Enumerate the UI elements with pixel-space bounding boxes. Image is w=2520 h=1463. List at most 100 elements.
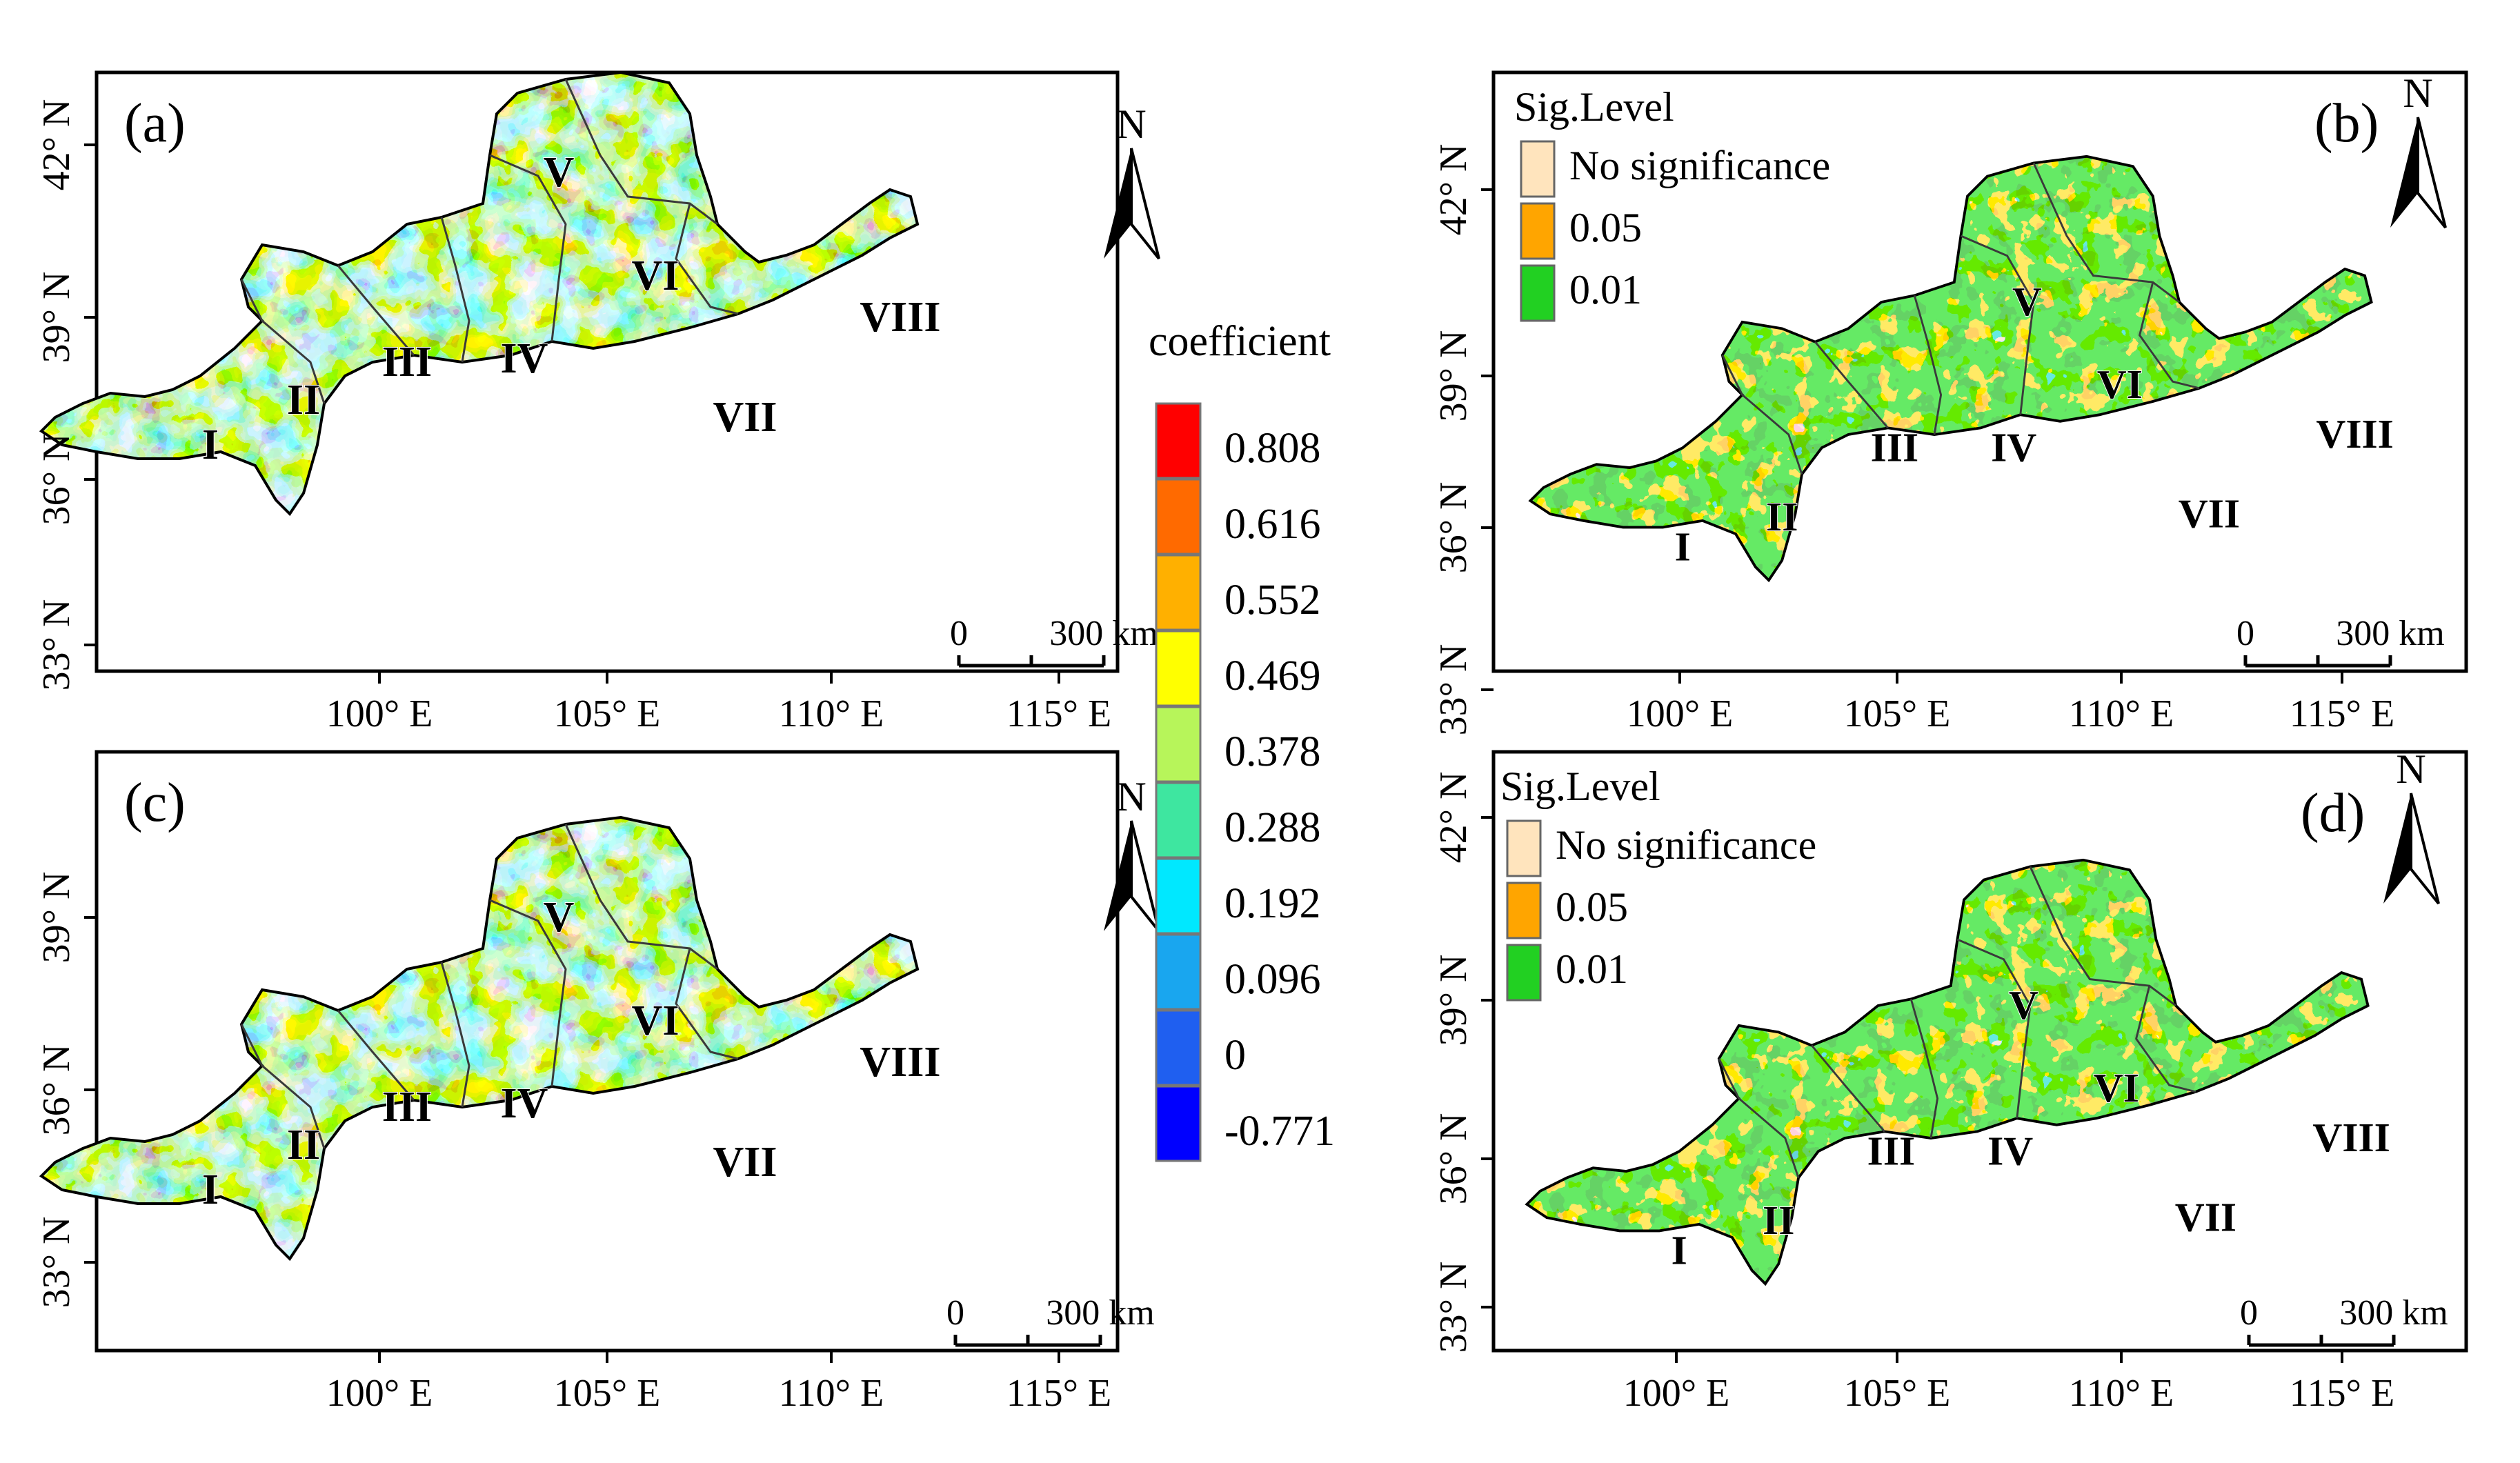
scale-bar	[2243, 655, 2392, 668]
subbasin-boundary	[675, 203, 739, 315]
subbasin-boundary	[489, 154, 567, 342]
sig-legend-swatch	[1520, 140, 1556, 198]
y-tick-label: 36° N	[1432, 1113, 1475, 1205]
region-label: VII	[2175, 1194, 2236, 1240]
subbasin-boundary	[2139, 281, 2200, 390]
y-tick-label: 39° N	[35, 272, 78, 364]
panel-label: (b)	[2314, 93, 2379, 154]
coef-legend-label: 0.096	[1224, 956, 1321, 1003]
x-tick-label: 100° E	[1627, 693, 1734, 735]
coef-legend-swatch	[1155, 1085, 1202, 1162]
subbasin-boundary	[1956, 938, 2032, 1119]
north-arrow-icon	[1104, 148, 1131, 259]
subbasin-boundary	[1721, 355, 1803, 475]
coef-legend-label: -0.771	[1224, 1108, 1335, 1155]
scale-zero: 0	[2236, 614, 2254, 653]
scale-end: 300 km	[1046, 1293, 1154, 1333]
x-tick-label: 115° E	[2290, 1372, 2395, 1415]
y-tick-label: 39° N	[35, 872, 78, 964]
panel-label: (d)	[2301, 783, 2365, 844]
region-label: II	[1763, 1197, 1794, 1243]
subbasin-boundary	[564, 824, 718, 971]
basin-outline	[39, 70, 920, 517]
subbasin-boundary	[1913, 295, 1943, 435]
region-label: VIII	[860, 1039, 940, 1086]
y-tick-label: 42° N	[1432, 144, 1475, 236]
sig-legend-title: Sig.Level	[1500, 764, 1660, 809]
panel-label: (c)	[124, 773, 186, 833]
region-label: IV	[1991, 424, 2036, 470]
subbasin-boundary	[1960, 235, 2035, 415]
region-label: III	[382, 339, 432, 386]
region-label: II	[1766, 494, 1798, 539]
subbasin-boundary	[337, 265, 415, 356]
region-label: VII	[2179, 490, 2240, 536]
coef-legend-swatch	[1155, 933, 1202, 1011]
subbasin-boundary	[240, 1024, 326, 1149]
y-tick-label: 36° N	[35, 434, 78, 526]
subbasin-boundary	[337, 1010, 415, 1101]
y-tick-label: 36° N	[35, 1044, 78, 1136]
region-label: IV	[1987, 1128, 2033, 1173]
x-tick-label: 100° E	[1623, 1372, 1730, 1415]
region-label: V	[2012, 279, 2042, 324]
coef-legend-swatch	[1155, 1009, 1202, 1086]
subbasin-boundary	[1814, 341, 1889, 429]
region-label: I	[1671, 1227, 1687, 1273]
y-tick-label: 33° N	[1432, 1262, 1475, 1353]
y-tick-label: 36° N	[1432, 482, 1475, 574]
coef-legend-swatch	[1155, 554, 1202, 631]
sig-legend-label: No significance	[1556, 822, 1816, 868]
scale-bar	[953, 1335, 1102, 1347]
scale-zero: 0	[2240, 1293, 2258, 1333]
basin-outline	[1528, 155, 2373, 583]
coef-legend-label: 0	[1224, 1032, 1246, 1079]
sig-legend-label: 0.05	[1556, 884, 1628, 930]
subbasin-boundary	[2032, 162, 2181, 303]
coef-legend-label: 0.616	[1224, 501, 1321, 548]
x-tick-label: 110° E	[779, 693, 884, 735]
x-tick-label: 105° E	[554, 1372, 661, 1415]
subbasin-boundary	[1909, 999, 1939, 1139]
coefficient-legend: coefficient 0.808 0.616 0.552 0.469 0.378 0.28…	[1149, 318, 1335, 1162]
region-label: VI	[2097, 361, 2143, 407]
scale-end: 300 km	[2336, 614, 2444, 653]
coef-legend-swatch	[1155, 630, 1202, 707]
coef-legend-label: 0.378	[1224, 728, 1321, 775]
region-label: III	[1867, 1128, 1915, 1173]
region-label: II	[287, 1122, 320, 1168]
region-label: IV	[501, 335, 548, 382]
subbasin-boundary	[2029, 866, 2177, 1007]
y-tick-label: 42° N	[1432, 772, 1475, 864]
y-tick-label: 33° N	[1432, 644, 1475, 736]
sig-legend-swatch	[1520, 264, 1556, 322]
sig-legend-title: Sig.Level	[1514, 84, 1674, 130]
x-tick-label: 100° E	[326, 693, 433, 735]
sig-legend-label: 0.05	[1569, 205, 1642, 250]
region-label: VI	[2094, 1065, 2139, 1111]
region-label: I	[202, 421, 219, 468]
scale-bar	[2247, 1335, 2396, 1347]
region-label: VII	[713, 1139, 777, 1186]
coef-legend-swatch	[1155, 706, 1202, 783]
region-label: I	[1675, 524, 1691, 569]
north-arrow-icon	[1104, 821, 1131, 931]
y-tick-label: 39° N	[1432, 330, 1475, 422]
y-tick-label: 33° N	[35, 599, 78, 691]
region-label: I	[202, 1166, 219, 1213]
region-label: VI	[632, 252, 679, 299]
scale-bar	[957, 655, 1106, 668]
coef-legend-swatch	[1155, 857, 1202, 935]
region-label: VII	[713, 394, 777, 441]
x-tick-label: 105° E	[1844, 693, 1951, 735]
coef-legend-label: 0.192	[1224, 880, 1321, 927]
subbasin-boundary	[240, 279, 326, 404]
coef-legend-label: 0.808	[1224, 425, 1321, 472]
subbasin-boundary	[675, 948, 739, 1060]
subbasin-boundary	[440, 962, 470, 1108]
